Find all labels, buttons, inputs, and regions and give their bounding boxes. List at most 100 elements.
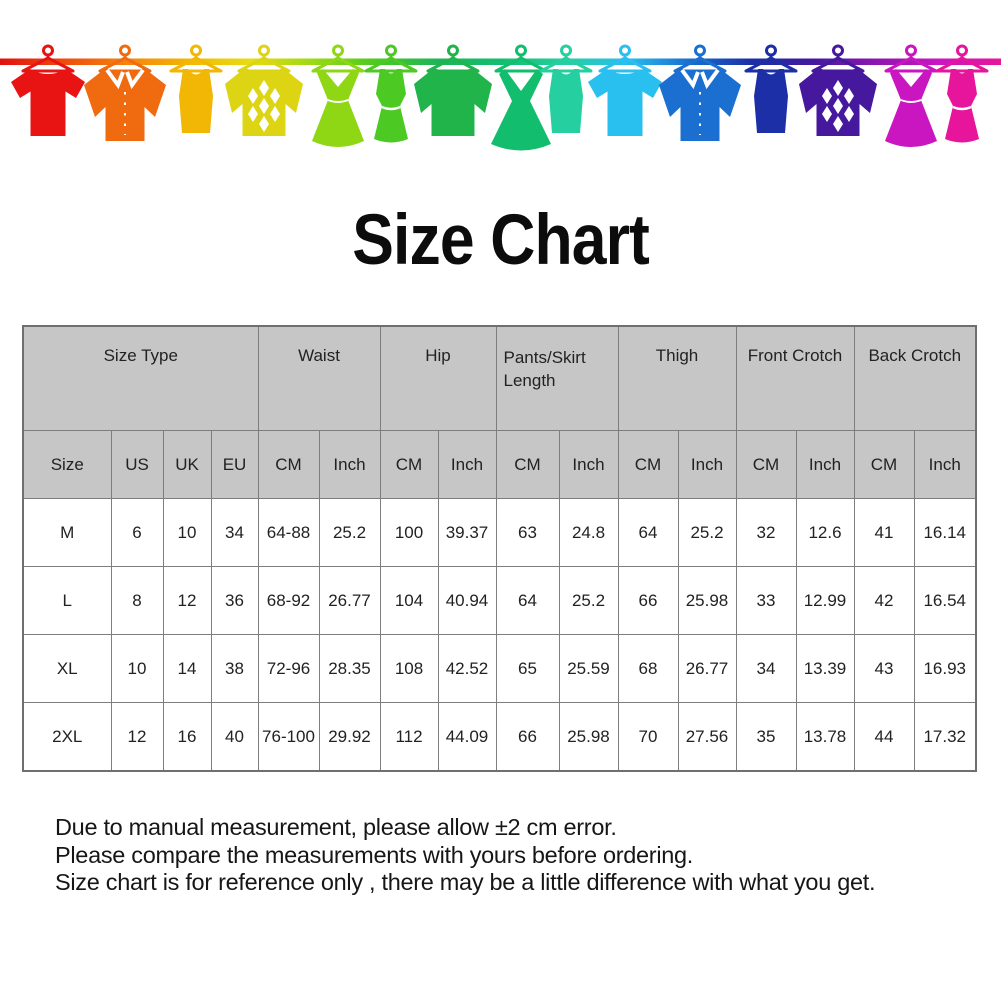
group-header-cell: Waist bbox=[257, 325, 381, 431]
size-cell: 26.77 bbox=[677, 634, 737, 703]
size-chart-table: Size Type Waist Hip Pants/Skirt Length Thigh… bbox=[22, 325, 977, 772]
size-cell: 34 bbox=[735, 634, 797, 703]
size-cell: 64-88 bbox=[257, 498, 320, 567]
size-cell: XL bbox=[22, 634, 112, 703]
size-cell: 36 bbox=[210, 566, 259, 635]
size-cell: 112 bbox=[379, 702, 439, 772]
sub-header-cell: CM bbox=[853, 430, 915, 499]
sub-header-cell: Inch bbox=[558, 430, 619, 499]
size-cell: 34 bbox=[210, 498, 259, 567]
measurement-notes: Due to manual measurement, please allow … bbox=[55, 814, 1001, 897]
group-header-cell: Thigh bbox=[617, 325, 737, 431]
sub-header-cell: CM bbox=[617, 430, 679, 499]
group-header-cell: Back Crotch bbox=[853, 325, 977, 431]
size-cell: 66 bbox=[617, 566, 679, 635]
size-row: M 6 10 34 64-88 25.2 100 39.37 63 24.8 64 25.2 32 12.… bbox=[22, 498, 977, 567]
size-cell: 16.14 bbox=[913, 498, 977, 567]
sub-header-row: Size US UK EU CM Inch CM Inch CM Inch CM Inch CM Inch… bbox=[22, 430, 977, 499]
size-cell: 66 bbox=[495, 702, 560, 772]
size-cell: 12 bbox=[110, 702, 164, 772]
size-cell: 8 bbox=[110, 566, 164, 635]
size-cell: 42 bbox=[853, 566, 915, 635]
size-cell: 32 bbox=[735, 498, 797, 567]
sub-header-cell: CM bbox=[495, 430, 560, 499]
size-row: XL 10 14 38 72-96 28.35 108 42.52 65 25.59 68 26.77… bbox=[22, 634, 977, 703]
note-line: Size chart is for reference only , there… bbox=[55, 869, 876, 895]
size-cell: 68 bbox=[617, 634, 679, 703]
sub-header-cell: Inch bbox=[437, 430, 497, 499]
size-rows: M 6 10 34 64-88 25.2 100 39.37 63 24.8 64 25.2 32 12.… bbox=[22, 498, 977, 772]
size-cell: 100 bbox=[379, 498, 439, 567]
size-cell: 16.93 bbox=[913, 634, 977, 703]
note-line: Please compare the measurements with you… bbox=[55, 841, 694, 868]
size-cell: M bbox=[22, 498, 112, 567]
sub-header-cell: Inch bbox=[677, 430, 737, 499]
size-cell: 12.99 bbox=[795, 566, 855, 635]
size-cell: 26.77 bbox=[318, 566, 381, 635]
size-cell: 43 bbox=[853, 634, 915, 703]
size-cell: 70 bbox=[617, 702, 679, 772]
size-cell: 25.98 bbox=[558, 702, 619, 772]
size-cell: 41 bbox=[853, 498, 915, 567]
size-cell: 44 bbox=[853, 702, 915, 772]
size-cell: 44.09 bbox=[437, 702, 497, 772]
size-cell: 13.78 bbox=[795, 702, 855, 772]
size-cell: 10 bbox=[162, 498, 212, 567]
sub-header-cell: EU bbox=[210, 430, 259, 499]
size-cell: 38 bbox=[210, 634, 259, 703]
size-cell: 72-96 bbox=[257, 634, 320, 703]
size-cell: 39.37 bbox=[437, 498, 497, 567]
sub-header-cell: Inch bbox=[795, 430, 855, 499]
clothesline-banner bbox=[0, 40, 1001, 172]
size-cell: 25.2 bbox=[558, 566, 619, 635]
size-cell: 63 bbox=[495, 498, 560, 567]
size-cell: 65 bbox=[495, 634, 560, 703]
size-cell: 24.8 bbox=[558, 498, 619, 567]
sub-header-cell: Inch bbox=[318, 430, 381, 499]
group-header-cell: Front Crotch bbox=[735, 325, 855, 431]
size-cell: 40 bbox=[210, 702, 259, 772]
size-cell: 28.35 bbox=[318, 634, 381, 703]
size-cell: 29.92 bbox=[318, 702, 381, 772]
size-cell: 104 bbox=[379, 566, 439, 635]
size-cell: 25.59 bbox=[558, 634, 619, 703]
size-cell: 25.2 bbox=[677, 498, 737, 567]
sub-header-cell: UK bbox=[162, 430, 212, 499]
size-cell: 6 bbox=[110, 498, 164, 567]
size-cell: 64 bbox=[495, 566, 560, 635]
sub-header-cell: CM bbox=[735, 430, 797, 499]
size-cell: 16.54 bbox=[913, 566, 977, 635]
size-cell: 25.2 bbox=[318, 498, 381, 567]
size-cell: 27.56 bbox=[677, 702, 737, 772]
size-cell: 16 bbox=[162, 702, 212, 772]
size-cell: 76-100 bbox=[257, 702, 320, 772]
size-cell: 35 bbox=[735, 702, 797, 772]
sub-header-cell: CM bbox=[257, 430, 320, 499]
sub-header-cell: US bbox=[110, 430, 164, 499]
sub-header-cell: Size bbox=[22, 430, 112, 499]
size-cell: 17.32 bbox=[913, 702, 977, 772]
size-row: 2XL 12 16 40 76-100 29.92 112 44.09 66 25.98 70 27.… bbox=[22, 702, 977, 772]
size-cell: 12 bbox=[162, 566, 212, 635]
group-header-row: Size Type Waist Hip Pants/Skirt Length Thigh… bbox=[22, 325, 977, 431]
size-cell: 13.39 bbox=[795, 634, 855, 703]
size-cell: 25.98 bbox=[677, 566, 737, 635]
size-cell: L bbox=[22, 566, 112, 635]
size-cell: 108 bbox=[379, 634, 439, 703]
size-cell: 10 bbox=[110, 634, 164, 703]
sub-header-cell: Inch bbox=[913, 430, 977, 499]
size-cell: 33 bbox=[735, 566, 797, 635]
size-cell: 42.52 bbox=[437, 634, 497, 703]
clothesline-rope bbox=[0, 58, 1001, 65]
size-cell: 68-92 bbox=[257, 566, 320, 635]
sub-header-cell: CM bbox=[379, 430, 439, 499]
group-header-cell: Hip bbox=[379, 325, 497, 431]
size-cell: 14 bbox=[162, 634, 212, 703]
group-header-cell: Size Type bbox=[22, 325, 259, 431]
size-cell: 12.6 bbox=[795, 498, 855, 567]
note-line: Due to manual measurement, please allow … bbox=[55, 814, 617, 840]
group-header-cell: Pants/Skirt Length bbox=[495, 325, 619, 431]
size-row: L 8 12 36 68-92 26.77 104 40.94 64 25.2 66 25.98 33 1… bbox=[22, 566, 977, 635]
size-cell: 40.94 bbox=[437, 566, 497, 635]
size-cell: 64 bbox=[617, 498, 679, 567]
